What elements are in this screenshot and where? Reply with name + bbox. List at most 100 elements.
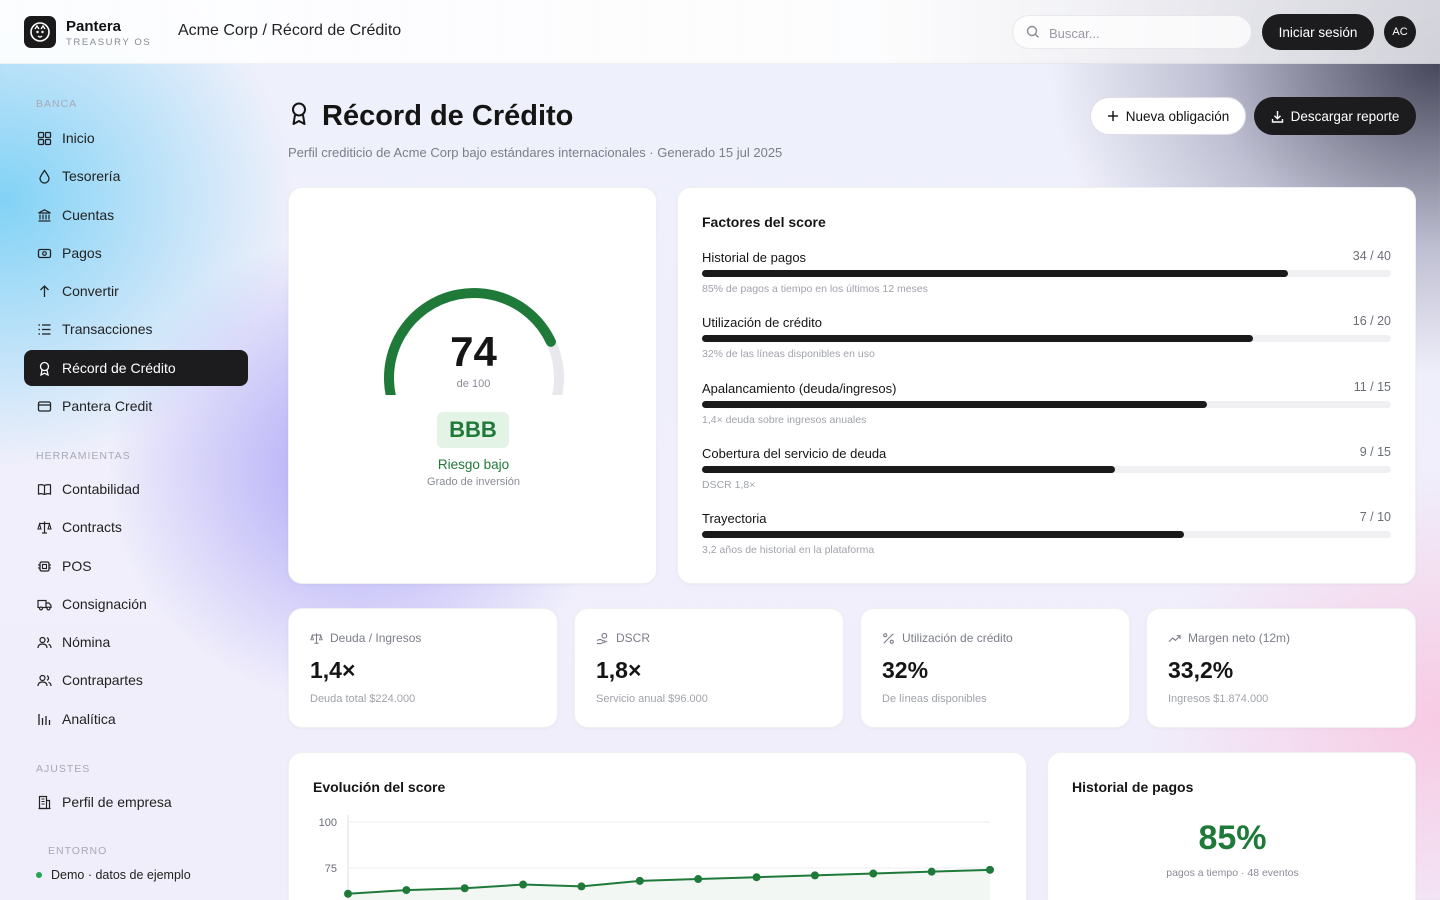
factor-note: 3,2 años de historial en la plataforma bbox=[702, 544, 875, 556]
factor-fill bbox=[702, 270, 1288, 277]
data-point[interactable] bbox=[635, 876, 644, 885]
arrow-up-icon bbox=[36, 283, 52, 299]
data-point[interactable] bbox=[752, 873, 761, 882]
data-point[interactable] bbox=[927, 867, 936, 876]
data-point[interactable] bbox=[986, 865, 994, 874]
sidebar-item-record-de-credito[interactable]: Récord de Crédito bbox=[24, 350, 248, 386]
sidebar-item-contracts[interactable]: Contracts bbox=[24, 509, 248, 545]
sidebar-item-transacciones[interactable]: Transacciones bbox=[24, 311, 248, 347]
kpi-value: 33,2% bbox=[1168, 657, 1234, 683]
search-box[interactable] bbox=[1012, 15, 1252, 49]
breadcrumb: Acme Corp / Récord de Crédito bbox=[178, 22, 402, 39]
kpi-card-dscr: DSCR 1,8× Servicio anual $96.000 bbox=[574, 608, 844, 728]
factor-fill bbox=[702, 401, 1208, 408]
factor-note: 85% de pagos a tiempo en los últimos 12 … bbox=[702, 283, 928, 295]
sidebar-item-consignacion[interactable]: Consignación bbox=[24, 586, 248, 622]
kpi-label-text: Deuda / Ingresos bbox=[330, 631, 422, 645]
factors-title: Factores del score bbox=[702, 214, 826, 230]
section-label-ajustes: AJUSTES bbox=[36, 763, 91, 775]
data-point[interactable] bbox=[519, 880, 528, 889]
kpi-label-text: Utilización de crédito bbox=[902, 631, 1013, 645]
section-label-herramientas: HERRAMIENTAS bbox=[36, 450, 131, 462]
pantera-logo[interactable] bbox=[24, 16, 56, 48]
sidebar: BANCA Inicio Tesorería Cuentas Pagos Con… bbox=[0, 64, 272, 900]
payment-history-card: Historial de pagos 85% pagos a tiempo · … bbox=[1047, 752, 1416, 900]
trending-up-icon bbox=[1168, 632, 1181, 645]
users-icon bbox=[36, 672, 52, 688]
kpi-note: Servicio anual $96.000 bbox=[596, 693, 708, 705]
sidebar-item-label: Tesorería bbox=[62, 168, 121, 184]
truck-icon bbox=[36, 596, 52, 612]
kpi-label: Margen neto (12m) bbox=[1168, 631, 1290, 645]
sidebar-item-pos[interactable]: POS bbox=[24, 548, 248, 584]
sidebar-item-label: POS bbox=[62, 558, 92, 574]
cash-icon bbox=[36, 245, 52, 261]
search-input[interactable] bbox=[1049, 23, 1239, 43]
login-button[interactable]: Iniciar sesión bbox=[1262, 14, 1374, 50]
new-obligation-button[interactable]: Nueva obligación bbox=[1090, 97, 1246, 135]
search-icon bbox=[1026, 25, 1040, 44]
sidebar-item-contabilidad[interactable]: Contabilidad bbox=[24, 471, 248, 507]
kpi-value: 1,4× bbox=[310, 657, 356, 683]
card-icon bbox=[36, 398, 52, 414]
gauge-fill bbox=[384, 288, 556, 395]
sidebar-item-nomina[interactable]: Nómina bbox=[24, 624, 248, 660]
sidebar-item-tesoreria[interactable]: Tesorería bbox=[24, 158, 248, 194]
building-icon bbox=[36, 794, 52, 810]
y-tick-label: 75 bbox=[325, 863, 337, 875]
data-point[interactable] bbox=[460, 884, 469, 893]
scale-icon bbox=[36, 519, 52, 535]
page-subtitle: Perfil crediticio de Acme Corp bajo está… bbox=[288, 145, 783, 160]
brand-name: Pantera bbox=[66, 18, 122, 35]
score-max-label: de 100 bbox=[456, 378, 491, 390]
drop-icon bbox=[36, 168, 52, 184]
factor-score: 9 / 15 bbox=[1359, 445, 1391, 459]
kpi-note: De líneas disponibles bbox=[882, 693, 987, 705]
data-point[interactable] bbox=[810, 871, 819, 880]
kpi-card-deuda-ingresos: Deuda / Ingresos 1,4× Deuda total $224.0… bbox=[288, 608, 558, 728]
factor-score: 34 / 40 bbox=[1352, 249, 1391, 263]
sidebar-item-analitica[interactable]: Analítica bbox=[24, 701, 248, 737]
sidebar-item-label: Récord de Crédito bbox=[62, 360, 176, 376]
score-evolution-card: Evolución del score 100 75 bbox=[288, 752, 1027, 900]
factor-name: Historial de pagos bbox=[702, 250, 807, 265]
data-point[interactable] bbox=[869, 869, 878, 878]
factor-score: 7 / 10 bbox=[1359, 510, 1391, 524]
data-point[interactable] bbox=[694, 875, 703, 884]
section-label-banca: BANCA bbox=[36, 98, 78, 110]
award-icon bbox=[36, 360, 52, 376]
sidebar-item-cuentas[interactable]: Cuentas bbox=[24, 197, 248, 233]
data-point[interactable] bbox=[402, 886, 411, 895]
sidebar-item-label: Contracts bbox=[62, 519, 122, 535]
top-header: Pantera TREASURY OS Acme Corp / Récord d… bbox=[0, 0, 1440, 64]
list-icon bbox=[36, 321, 52, 337]
sidebar-item-pantera-credit[interactable]: Pantera Credit bbox=[24, 388, 248, 424]
factor-track bbox=[702, 531, 1391, 538]
data-point[interactable] bbox=[577, 882, 586, 891]
sidebar-item-perfil-de-empresa[interactable]: Perfil de empresa bbox=[24, 784, 248, 820]
sidebar-item-label: Convertir bbox=[62, 283, 119, 299]
sidebar-item-inicio[interactable]: Inicio bbox=[24, 120, 248, 156]
kpi-label-text: Margen neto (12m) bbox=[1188, 631, 1291, 645]
sidebar-item-label: Cuentas bbox=[62, 207, 115, 223]
chip-icon bbox=[36, 558, 52, 574]
factor-note: DSCR 1,8× bbox=[702, 479, 756, 491]
kpi-note: Ingresos $1.874.000 bbox=[1168, 693, 1269, 705]
sidebar-item-contrapartes[interactable]: Contrapartes bbox=[24, 662, 248, 698]
on-time-percentage: 85% bbox=[1198, 819, 1267, 857]
y-tick-label: 100 bbox=[319, 817, 337, 829]
new-obligation-label: Nueva obligación bbox=[1125, 108, 1230, 124]
score-evolution-chart: 100 75 bbox=[319, 815, 994, 900]
factor-historial-de-pagos: Historial de pagos 34 / 40 85% de pagos … bbox=[702, 249, 1391, 300]
factor-cobertura-servicio-deuda: Cobertura del servicio de deuda 9 / 15 D… bbox=[702, 445, 1391, 496]
download-report-button[interactable]: Descargar reporte bbox=[1254, 97, 1416, 135]
scale-icon bbox=[310, 632, 323, 645]
sidebar-item-pagos[interactable]: Pagos bbox=[24, 235, 248, 271]
kpi-note: Deuda total $224.000 bbox=[310, 693, 416, 705]
data-point[interactable] bbox=[344, 889, 352, 898]
sidebar-item-convertir[interactable]: Convertir bbox=[24, 273, 248, 309]
grade-badge: BBB bbox=[437, 412, 509, 448]
avatar[interactable]: AC bbox=[1384, 16, 1416, 48]
factors-card: Factores del score Historial de pagos 34… bbox=[677, 187, 1416, 584]
environment-status-text: Demo · datos de ejemplo bbox=[51, 868, 191, 882]
